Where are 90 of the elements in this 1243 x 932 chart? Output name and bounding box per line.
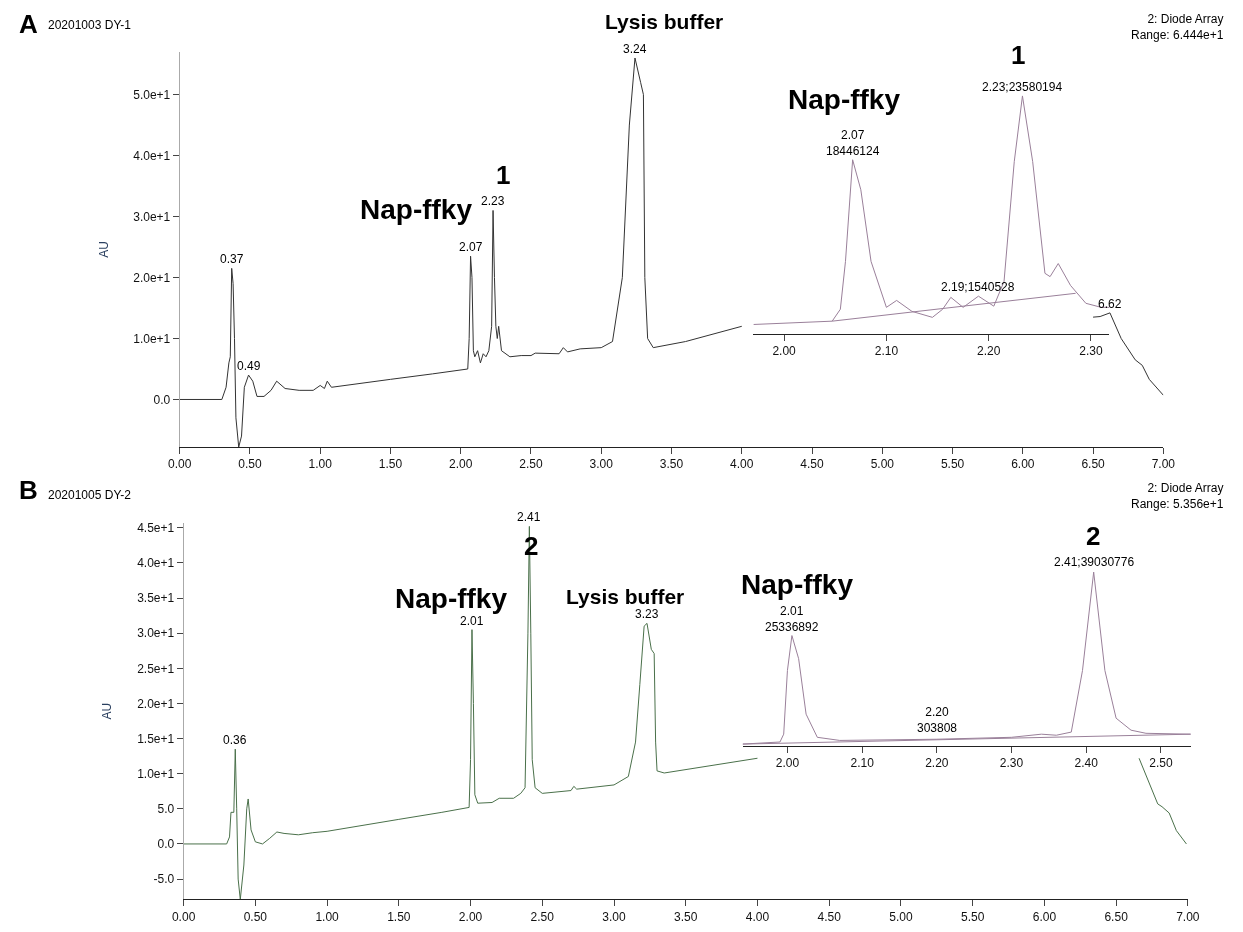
annotation: 2.23;23580194 — [982, 80, 1063, 94]
y-tick-label: 2.0e+1 — [137, 696, 175, 711]
annotation: 1 — [1011, 40, 1026, 70]
x-tick-label: 5.00 — [889, 909, 913, 924]
y-tick-label: 2.0e+1 — [133, 270, 171, 285]
y-tick-label: 4.5e+1 — [137, 521, 175, 535]
text: 2: Diode Array Range: 5.356e+1 — [1131, 481, 1224, 511]
annotation: 3.23 — [635, 607, 659, 621]
annotation: Nap-ffky — [360, 194, 473, 225]
annotation: 1 — [496, 160, 511, 190]
annotation: 0.37 — [220, 252, 244, 266]
annotation: 3.24 — [623, 42, 647, 56]
x-tick-label: 4.50 — [817, 909, 842, 924]
x-tick-label: 2.30 — [1079, 344, 1103, 359]
annotation: 2.07 — [459, 240, 483, 254]
x-tick-label: 6.00 — [1011, 457, 1035, 472]
y-tick-label: 0.0 — [157, 837, 175, 852]
x-tick-label: 2.10 — [850, 756, 875, 771]
x-tick-label: 5.50 — [940, 457, 965, 472]
y-tick-label: -5.0 — [153, 872, 175, 887]
x-tick-label: 7.00 — [1151, 457, 1176, 472]
y-tick-label: 5.0 — [157, 802, 175, 817]
annotation: 2.19;1540528 — [941, 280, 1015, 294]
x-tick-label: 4.00 — [730, 457, 754, 472]
y-tick-label: 4.0e+1 — [137, 556, 175, 571]
y-tick-label: 3.0e+1 — [133, 209, 171, 224]
x-tick-label: 3.00 — [602, 909, 626, 924]
annotation: 2.41 — [517, 510, 541, 524]
x-tick-label: 0.50 — [243, 909, 268, 924]
x-tick-label: 2.00 — [458, 909, 483, 924]
chart-title: B — [19, 475, 38, 505]
annotation: 0.49 — [237, 359, 261, 373]
x-tick-label: 2.50 — [519, 457, 543, 472]
chart-title: A — [19, 9, 38, 39]
x-tick-label: 0.00 — [168, 457, 192, 472]
annotation: Lysis buffer — [566, 585, 685, 608]
x-tick-label: 4.50 — [800, 457, 825, 472]
x-tick-label: 6.50 — [1081, 457, 1106, 472]
y-tick-label: 2.5e+1 — [137, 661, 175, 676]
x-tick-label: 5.00 — [870, 457, 895, 472]
x-tick-label: 7.00 — [1176, 909, 1200, 924]
annotation: Nap-ffky — [788, 84, 901, 115]
x-tick-label: 1.50 — [387, 909, 411, 924]
y-tick-label: 1.0e+1 — [137, 766, 175, 781]
y-tick-label: 1.5e+1 — [137, 731, 175, 746]
annotation: 2.07 18446124 — [826, 128, 880, 158]
y-tick-label: 5.0e+1 — [133, 87, 171, 102]
annotation: Nap-ffky — [395, 583, 508, 614]
x-tick-label: 2.00 — [772, 344, 797, 359]
x-tick-label: 3.50 — [674, 909, 698, 924]
x-tick-label: 1.00 — [315, 909, 340, 924]
annotation: 2.23 — [481, 194, 505, 208]
text: 20201005 DY-2 — [48, 488, 132, 502]
x-tick-label: 0.00 — [171, 909, 196, 924]
x-tick-label: 2.50 — [530, 909, 555, 924]
x-tick-label: 4.00 — [745, 909, 770, 924]
x-tick-label: 2.50 — [1149, 756, 1173, 771]
text: 20201003 DY-1 — [48, 18, 132, 32]
x-tick-label: 3.50 — [659, 457, 684, 472]
x-tick-label: 3.00 — [589, 457, 614, 472]
y-tick-label: 4.0e+1 — [133, 148, 171, 163]
annotation: 2 — [1086, 521, 1101, 551]
annotation: Nap-ffky — [741, 569, 854, 600]
y-tick-label: 3.0e+1 — [137, 626, 175, 641]
y-tick-label: 0.0 — [153, 392, 171, 407]
x-tick-label: 2.20 — [925, 756, 949, 771]
annotation: 2.01 — [460, 614, 484, 628]
x-tick-label: 1.50 — [378, 457, 403, 472]
x-tick-label: 2.20 — [977, 344, 1001, 359]
x-tick-label: 6.00 — [1032, 909, 1057, 924]
x-tick-label: 2.00 — [775, 756, 800, 771]
text: 2: Diode Array Range: 6.444e+1 — [1131, 12, 1224, 42]
x-tick-label: 2.10 — [874, 344, 899, 359]
x-tick-label: 6.50 — [1104, 909, 1129, 924]
x-tick-label: 0.50 — [238, 457, 262, 472]
x-tick-label: 2.30 — [999, 756, 1024, 771]
text: Lysis buffer — [605, 10, 724, 33]
annotation: 2.20 303808 — [917, 705, 958, 735]
annotation: 6.62 — [1098, 297, 1122, 311]
annotation: 2.01 25336892 — [765, 604, 819, 634]
y-tick-label: 1.0e+1 — [133, 331, 171, 346]
y-tick-label: 3.5e+1 — [137, 591, 175, 606]
x-tick-label: 2.40 — [1074, 756, 1099, 771]
x-tick-label: 1.00 — [308, 457, 333, 472]
x-tick-label: 2.00 — [449, 457, 473, 472]
x-tick-label: 5.50 — [960, 909, 985, 924]
y-axis-title: AU — [96, 241, 111, 258]
y-axis-title: AU — [100, 702, 115, 720]
annotation: 2.41;39030776 — [1054, 555, 1135, 569]
annotation: 0.36 — [223, 733, 247, 747]
